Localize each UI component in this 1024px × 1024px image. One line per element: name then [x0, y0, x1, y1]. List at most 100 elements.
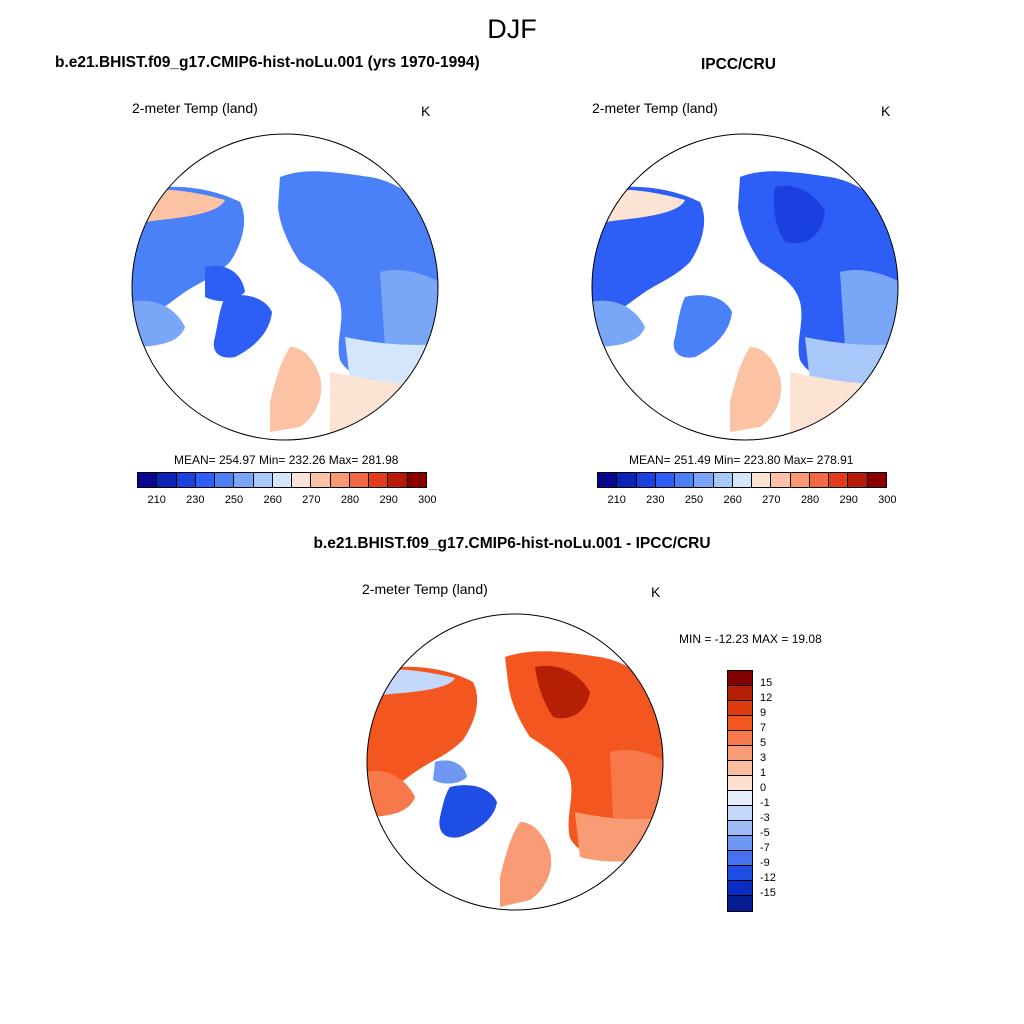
model-colorbar-swatch: [176, 473, 196, 487]
diff-stats: MIN = -12.23 MAX = 19.08: [679, 632, 822, 646]
obs-colorbar-swatch: [732, 473, 753, 487]
diff-colorbar-tick-label: -15: [760, 887, 776, 899]
diff-colorbar-tick-label: 9: [760, 707, 767, 719]
obs-colorbar-swatch: [848, 473, 868, 487]
model-polar-map: [131, 133, 439, 441]
diff-units-label: K: [651, 584, 661, 600]
obs-colorbar-swatch: [867, 473, 886, 487]
model-variable-label: 2-meter Temp (land): [132, 100, 258, 116]
model-units-label: K: [421, 103, 431, 119]
diff-variable-label: 2-meter Temp (land): [362, 581, 488, 597]
model-colorbar-swatch: [407, 473, 426, 487]
diff-colorbar-swatch: [728, 836, 752, 851]
model-colorbar-tick-label: 260: [263, 494, 282, 506]
model-colorbar-tick-label: 290: [379, 494, 398, 506]
model-colorbar-swatch: [215, 473, 235, 487]
model-colorbar-swatch: [157, 473, 177, 487]
obs-colorbar-swatch: [598, 473, 618, 487]
obs-colorbar-tick-label: 260: [723, 494, 742, 506]
diff-colorbar-swatch: [728, 896, 752, 911]
diff-colorbar-tick-label: -12: [760, 872, 776, 884]
obs-colorbar-tick-label: 280: [800, 494, 820, 506]
diff-colorbar-swatch: [728, 821, 752, 836]
season-title: DJF: [487, 14, 537, 44]
obs-variable-label: 2-meter Temp (land): [592, 100, 718, 116]
model-colorbar-tick-label: 230: [186, 494, 205, 506]
model-colorbar-swatch: [234, 473, 254, 487]
model-colorbar-swatch: [388, 473, 408, 487]
obs-colorbar-tick-label: 270: [762, 494, 781, 506]
model-colorbar-ticks: 210 230 250 260 270 280 290 300: [137, 494, 436, 508]
model-colorbar-tick-label: 210: [147, 494, 166, 506]
diff-colorbar-tick-label: -5: [760, 827, 770, 839]
model-colorbar-swatch: [195, 473, 216, 487]
diff-colorbar-tick-label: 7: [760, 722, 767, 734]
obs-colorbar-swatch: [809, 473, 830, 487]
diff-colorbar-swatch: [728, 686, 752, 701]
obs-colorbar: [597, 472, 887, 488]
greenland-land: [213, 295, 272, 358]
obs-polar-map: [591, 133, 899, 441]
model-colorbar-swatch: [369, 473, 389, 487]
model-colorbar-tick-label: 300: [418, 494, 437, 506]
diff-colorbar-swatch: [728, 761, 752, 776]
diff-colorbar-swatch: [728, 671, 752, 686]
obs-colorbar-swatch: [829, 473, 849, 487]
model-colorbar-swatch: [138, 473, 158, 487]
diff-colorbar-tick-label: -3: [760, 812, 770, 824]
diff-colorbar-tick-label: -7: [760, 842, 770, 854]
model-colorbar-swatch: [311, 473, 331, 487]
diff-colorbar-swatch: [728, 851, 752, 866]
diff-colorbar-swatch: [728, 881, 752, 896]
obs-colorbar-swatch: [771, 473, 791, 487]
obs-colorbar-swatch: [752, 473, 772, 487]
obs-stats: MEAN= 251.49 Min= 223.80 Max= 278.91: [629, 453, 854, 467]
north-america-land: [132, 186, 245, 322]
obs-colorbar-swatch: [694, 473, 714, 487]
obs-colorbar-swatch: [636, 473, 656, 487]
diff-colorbar-swatch: [728, 866, 752, 881]
diff-colorbar-swatch: [728, 776, 752, 791]
diff-colorbar-tick-label: 1: [760, 767, 767, 779]
diff-colorbar-tick-label: 3: [760, 752, 767, 764]
diff-polar-map: [366, 613, 664, 911]
diff-title: b.e21.BHIST.f09_g17.CMIP6-hist-noLu.001 …: [313, 535, 711, 552]
diff-colorbar-tick-label: -1: [760, 797, 770, 809]
diff-colorbar-swatch: [728, 716, 752, 731]
obs-colorbar-tick-label: 230: [646, 494, 665, 506]
diff-colorbar-tick-label: 0: [760, 782, 767, 794]
obs-units-label: K: [881, 103, 891, 119]
obs-colorbar-tick-label: 300: [878, 494, 897, 506]
obs-colorbar-ticks: 210 230 250 260 270 280 290 300: [597, 494, 896, 508]
model-colorbar-swatch: [272, 473, 293, 487]
diff-colorbar-tick-label: -9: [760, 857, 770, 869]
model-colorbar: [137, 472, 427, 488]
obs-colorbar-tick-label: 210: [607, 494, 626, 506]
diff-colorbar-swatch: [728, 791, 752, 806]
diff-colorbar-swatch: [728, 806, 752, 821]
model-colorbar-swatch: [330, 473, 350, 487]
obs-title: IPCC/CRU: [701, 56, 776, 73]
diff-colorbar-tick-label: 5: [760, 737, 767, 749]
model-stats: MEAN= 254.97 Min= 232.26 Max= 281.98: [174, 453, 399, 467]
model-colorbar-swatch: [292, 473, 312, 487]
obs-colorbar-swatch: [655, 473, 676, 487]
model-colorbar-tick-label: 270: [302, 494, 321, 506]
obs-colorbar-swatch: [713, 473, 733, 487]
diff-colorbar-swatch: [728, 731, 752, 746]
diff-colorbar-tick-label: 12: [760, 692, 773, 704]
model-colorbar-tick-label: 250: [224, 494, 244, 506]
obs-colorbar-swatch: [790, 473, 810, 487]
diff-colorbar-swatch: [728, 701, 752, 716]
obs-colorbar-swatch: [675, 473, 695, 487]
diff-colorbar: [727, 670, 753, 912]
model-case-title: b.e21.BHIST.f09_g17.CMIP6-hist-noLu.001 …: [55, 54, 480, 71]
diff-colorbar-swatch: [728, 746, 752, 761]
obs-colorbar-swatch: [617, 473, 637, 487]
obs-colorbar-tick-label: 250: [684, 494, 704, 506]
diff-colorbar-ticks: 15 12 9 7 5 3 1 0 -1 -3 -5 -7 -9 -12 -15: [760, 670, 800, 910]
obs-colorbar-tick-label: 290: [839, 494, 858, 506]
model-colorbar-swatch: [253, 473, 273, 487]
europe-land: [270, 347, 322, 432]
model-colorbar-tick-label: 280: [340, 494, 360, 506]
